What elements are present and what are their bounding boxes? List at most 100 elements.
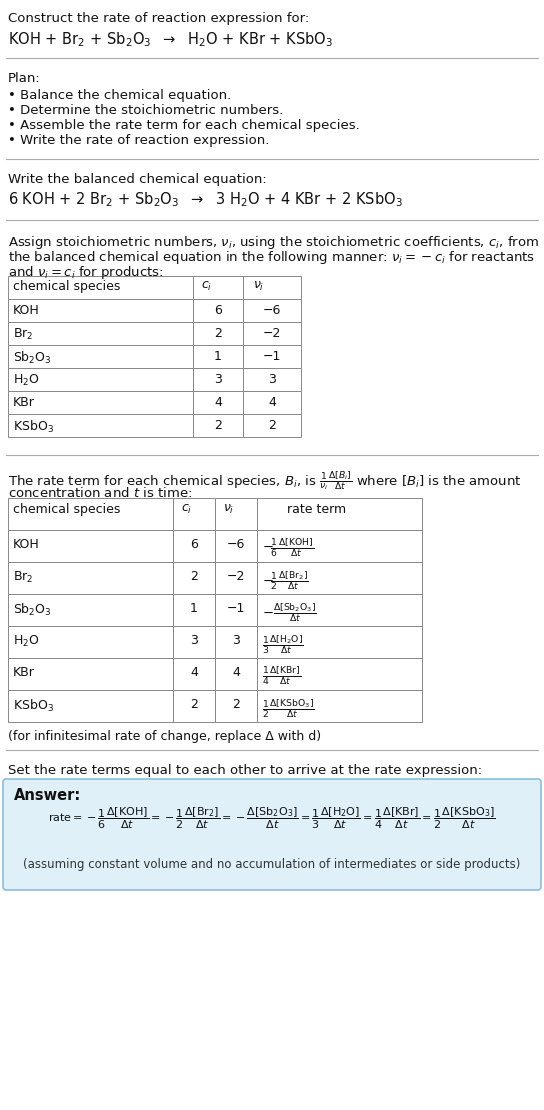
Bar	[243, 369, 301, 391]
Bar	[173, 658, 215, 690]
Text: −2: −2	[227, 571, 245, 583]
Text: 1: 1	[190, 602, 198, 615]
Text: • Assemble the rate term for each chemical species.: • Assemble the rate term for each chemic…	[8, 119, 360, 132]
Text: chemical species: chemical species	[13, 503, 120, 516]
Text: and $\nu_i = c_i$ for products:: and $\nu_i = c_i$ for products:	[8, 264, 164, 281]
Bar	[8, 594, 173, 626]
Bar	[243, 322, 301, 345]
Text: −2: −2	[263, 327, 281, 340]
Bar	[243, 345, 301, 369]
Bar	[193, 414, 243, 437]
Text: 4: 4	[214, 396, 222, 408]
Bar	[215, 498, 257, 529]
Bar	[243, 414, 301, 437]
Text: 6 KOH + 2 Br$_2$ + Sb$_2$O$_3$  $\rightarrow$  3 H$_2$O + 4 KBr + 2 KSbO$_3$: 6 KOH + 2 Br$_2$ + Sb$_2$O$_3$ $\rightar…	[8, 190, 403, 209]
Bar	[8, 345, 193, 369]
Text: Sb$_2$O$_3$: Sb$_2$O$_3$	[13, 602, 52, 618]
Bar	[215, 529, 257, 562]
Bar	[173, 529, 215, 562]
Text: $-\!\frac{1}{6}\frac{\Delta[\mathrm{KOH}]}{\Delta t}$: $-\!\frac{1}{6}\frac{\Delta[\mathrm{KOH}…	[262, 537, 314, 559]
Text: $-\!\frac{1}{2}\frac{\Delta[\mathrm{Br_2}]}{\Delta t}$: $-\!\frac{1}{2}\frac{\Delta[\mathrm{Br_2…	[262, 569, 309, 592]
Bar	[257, 594, 422, 626]
Bar	[8, 299, 193, 322]
Bar	[193, 322, 243, 345]
Text: KOH + Br$_2$ + Sb$_2$O$_3$  $\rightarrow$  H$_2$O + KBr + KSbO$_3$: KOH + Br$_2$ + Sb$_2$O$_3$ $\rightarrow$…	[8, 30, 333, 49]
Bar	[8, 414, 193, 437]
Text: $-\frac{\Delta[\mathrm{Sb_2O_3}]}{\Delta t}$: $-\frac{\Delta[\mathrm{Sb_2O_3}]}{\Delta…	[262, 601, 317, 624]
Bar	[215, 690, 257, 722]
Bar	[173, 562, 215, 594]
Bar	[257, 626, 422, 658]
Bar	[257, 562, 422, 594]
Text: 4: 4	[268, 396, 276, 408]
Text: • Write the rate of reaction expression.: • Write the rate of reaction expression.	[8, 134, 269, 147]
Text: • Balance the chemical equation.: • Balance the chemical equation.	[8, 89, 231, 102]
Bar	[215, 658, 257, 690]
Text: • Determine the stoichiometric numbers.: • Determine the stoichiometric numbers.	[8, 104, 283, 117]
Bar	[257, 529, 422, 562]
Text: −1: −1	[227, 602, 245, 615]
Bar	[193, 345, 243, 369]
Text: (for infinitesimal rate of change, replace Δ with d): (for infinitesimal rate of change, repla…	[8, 730, 321, 743]
Text: KSbO$_3$: KSbO$_3$	[13, 698, 54, 714]
Text: $\nu_i$: $\nu_i$	[223, 503, 234, 516]
Text: −6: −6	[227, 538, 245, 551]
Text: $\mathrm{rate} = -\dfrac{1}{6}\dfrac{\Delta[\mathrm{KOH}]}{\Delta t} = -\dfrac{1: $\mathrm{rate} = -\dfrac{1}{6}\dfrac{\De…	[48, 806, 496, 831]
Text: 2: 2	[232, 698, 240, 712]
Bar	[173, 498, 215, 529]
Bar	[193, 299, 243, 322]
Text: 3: 3	[232, 634, 240, 647]
Text: $c_i$: $c_i$	[201, 280, 212, 293]
Text: Construct the rate of reaction expression for:: Construct the rate of reaction expressio…	[8, 12, 309, 26]
Text: (assuming constant volume and no accumulation of intermediates or side products): (assuming constant volume and no accumul…	[23, 858, 521, 871]
Text: 3: 3	[268, 373, 276, 386]
Bar	[8, 658, 173, 690]
Text: 4: 4	[232, 666, 240, 679]
Bar	[243, 299, 301, 322]
Text: −6: −6	[263, 304, 281, 317]
Text: KBr: KBr	[13, 396, 35, 408]
Text: Set the rate terms equal to each other to arrive at the rate expression:: Set the rate terms equal to each other t…	[8, 764, 482, 777]
Bar	[8, 391, 193, 414]
Text: −1: −1	[263, 350, 281, 363]
Text: chemical species: chemical species	[13, 280, 120, 293]
Text: H$_2$O: H$_2$O	[13, 634, 40, 649]
Bar	[173, 690, 215, 722]
Text: 2: 2	[268, 418, 276, 432]
FancyBboxPatch shape	[3, 779, 541, 890]
Text: H$_2$O: H$_2$O	[13, 373, 40, 388]
Bar	[215, 626, 257, 658]
Text: The rate term for each chemical species, $B_i$, is $\frac{1}{\nu_i}\frac{\Delta[: The rate term for each chemical species,…	[8, 470, 522, 492]
Text: KOH: KOH	[13, 304, 40, 317]
Bar	[8, 562, 173, 594]
Bar	[257, 498, 422, 529]
Bar	[8, 276, 193, 299]
Text: 6: 6	[190, 538, 198, 551]
Text: $\frac{1}{2}\frac{\Delta[\mathrm{KSbO_3}]}{\Delta t}$: $\frac{1}{2}\frac{\Delta[\mathrm{KSbO_3}…	[262, 697, 315, 720]
Bar	[243, 391, 301, 414]
Bar	[173, 626, 215, 658]
Bar	[8, 498, 173, 529]
Bar	[8, 626, 173, 658]
Text: 3: 3	[190, 634, 198, 647]
Text: 6: 6	[214, 304, 222, 317]
Bar	[8, 369, 193, 391]
Bar	[8, 529, 173, 562]
Text: the balanced chemical equation in the following manner: $\nu_i = -c_i$ for react: the balanced chemical equation in the fo…	[8, 249, 535, 266]
Bar	[8, 690, 173, 722]
Text: Sb$_2$O$_3$: Sb$_2$O$_3$	[13, 350, 52, 366]
Bar	[215, 594, 257, 626]
Bar	[193, 276, 243, 299]
Text: 2: 2	[190, 698, 198, 712]
Bar	[193, 369, 243, 391]
Text: 3: 3	[214, 373, 222, 386]
Text: 4: 4	[190, 666, 198, 679]
Text: Br$_2$: Br$_2$	[13, 327, 33, 342]
Text: KSbO$_3$: KSbO$_3$	[13, 418, 54, 435]
Text: Assign stoichiometric numbers, $\nu_i$, using the stoichiometric coefficients, $: Assign stoichiometric numbers, $\nu_i$, …	[8, 234, 539, 251]
Text: concentration and $t$ is time:: concentration and $t$ is time:	[8, 486, 192, 500]
Text: rate term: rate term	[287, 503, 346, 516]
Bar	[8, 322, 193, 345]
Text: 1: 1	[214, 350, 222, 363]
Bar	[215, 562, 257, 594]
